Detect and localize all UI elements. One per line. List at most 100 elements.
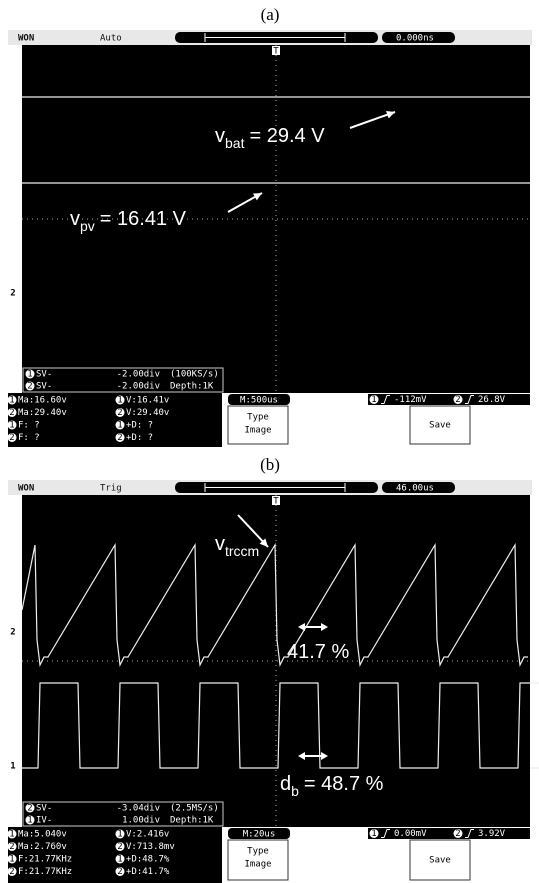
type-image-button[interactable]: Type Image [228, 406, 288, 444]
measurement: Ma:16.60v [18, 396, 67, 406]
measurement: V:2.416v [126, 830, 169, 840]
channel-number: 1 [117, 830, 122, 840]
mode: Trig [100, 484, 122, 494]
caption: (b) [260, 455, 280, 474]
timebase: M:500us [240, 396, 278, 406]
status-info: Depth:1K [170, 382, 214, 392]
measurement: V:713.8mv [126, 842, 175, 852]
annotation-symbol: d [280, 773, 291, 795]
channel-number: 2 [117, 433, 122, 443]
channel-number: 2 [9, 408, 14, 418]
channel-number: 1 [117, 855, 122, 865]
annotation-subscript: trccm [225, 543, 259, 559]
status-scale: -2.00div [117, 370, 160, 380]
annotation-symbol: v [215, 125, 225, 147]
button-label[interactable]: Type [247, 847, 269, 857]
status-label: SV- [36, 804, 52, 814]
channel-number: 2 [9, 842, 14, 852]
time-position: 0.000ns [396, 34, 434, 44]
channel-number: 1 [9, 830, 14, 840]
trigger-level: 3.92V [478, 829, 506, 839]
channel-number: 2 [9, 433, 14, 443]
annotation-subscript: pv [80, 218, 95, 234]
button-label[interactable]: Save [429, 856, 451, 866]
measurement: F:21.77KHz [18, 867, 72, 877]
logo: WON [18, 484, 34, 494]
trigger-marker: T [273, 497, 279, 507]
status-scale: 1.00div [122, 816, 160, 826]
button-label[interactable]: Type [247, 413, 269, 423]
mode: Auto [100, 34, 122, 44]
trigger-level: 0.00mV [394, 829, 427, 839]
save-button[interactable]: Save [410, 840, 470, 880]
measurement: Ma:2.760v [18, 842, 67, 852]
channel-number: 1 [9, 421, 14, 431]
trigger-level: 26.8V [478, 395, 506, 405]
channel-number: 2 [27, 804, 32, 814]
trigger-bar [368, 394, 530, 405]
annotation-text: = 29.4 V [249, 125, 325, 147]
status-info: Depth:1K [170, 816, 214, 826]
measurement: +D:48.7% [126, 855, 170, 865]
status-info: (100KS/s) [170, 370, 219, 380]
status-label: SV- [36, 370, 52, 380]
channel-number: 2 [27, 382, 32, 392]
trigger-marker: T [273, 47, 279, 57]
status-scale: -2.00div [117, 382, 160, 392]
channel-marker: 2 [10, 289, 15, 299]
channel-number: 1 [9, 855, 14, 865]
channel-number: 1 [371, 395, 376, 405]
trigger-bar [368, 828, 530, 839]
measurement: +D: ? [126, 433, 153, 443]
measurement: +D: ? [126, 421, 153, 431]
channel-number: 1 [371, 829, 376, 839]
measurement: F: ? [18, 433, 40, 443]
channel-number: 1 [27, 816, 32, 826]
button-label[interactable]: Image [244, 860, 271, 870]
status-info: (2.5MS/s) [170, 804, 219, 814]
caption: (a) [261, 5, 280, 24]
status-label: IV- [36, 816, 52, 826]
channel-number: 2 [455, 395, 460, 405]
measurement: +D:41.7% [126, 867, 170, 877]
channel-number: 1 [27, 370, 32, 380]
screen [22, 495, 530, 827]
annotation-subscript: b [291, 783, 299, 799]
measurement: V:16.41v [126, 396, 169, 406]
channel-number: 2 [117, 867, 122, 877]
annotation: 41.7 % [287, 641, 349, 663]
channel-marker: 1 [10, 762, 15, 772]
timebase: M:20us [243, 830, 276, 840]
logo: WON [18, 34, 34, 44]
status-scale: -3.04div [117, 804, 160, 814]
measurement: Ma:5.040v [18, 830, 67, 840]
annotation-symbol: v [70, 208, 80, 230]
annotation-text: 41.7 % [287, 641, 349, 663]
status-label: SV- [36, 382, 52, 392]
time-position: 46.00us [396, 484, 434, 494]
channel-number: 2 [117, 842, 122, 852]
channel-marker: 2 [10, 628, 15, 638]
channel-number: 2 [455, 829, 460, 839]
page: (a)WONAuto0.000nsT2vbat= 29.4 Vvpv= 16.4… [0, 0, 539, 883]
save-button[interactable]: Save [410, 406, 470, 444]
channel-number: 2 [9, 867, 14, 877]
channel-number: 1 [117, 421, 122, 431]
measurement: F:21.77KHz [18, 855, 72, 865]
measurement: F: ? [18, 421, 40, 431]
figure: (a)WONAuto0.000nsT2vbat= 29.4 Vvpv= 16.4… [0, 0, 539, 883]
button-label[interactable]: Save [429, 421, 451, 431]
type-image-button[interactable]: Type Image [228, 840, 288, 880]
channel-number: 1 [9, 396, 14, 406]
trigger-level: -112mV [394, 395, 427, 405]
annotation-subscript: bat [225, 135, 245, 151]
channel-number: 1 [117, 396, 122, 406]
measurement: V:29.40v [126, 408, 169, 418]
annotation-text: = 16.41 V [100, 208, 187, 230]
button-label[interactable]: Image [244, 426, 271, 436]
measurement: Ma:29.40v [18, 408, 67, 418]
channel-number: 2 [117, 408, 122, 418]
annotation-text: = 48.7 % [304, 773, 384, 795]
